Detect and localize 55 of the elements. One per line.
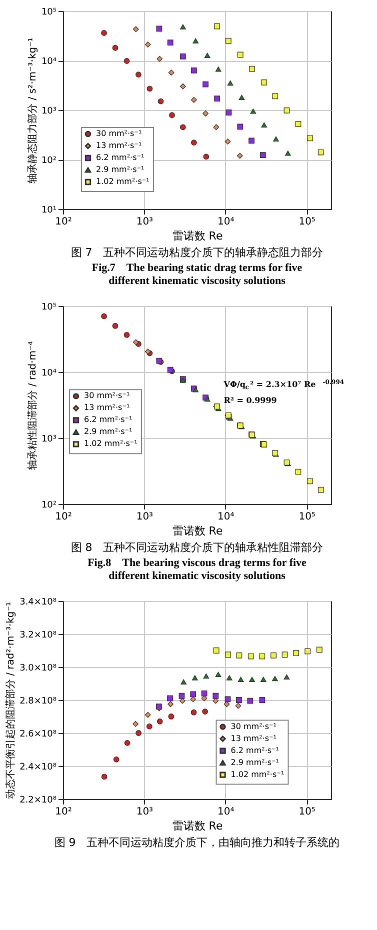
y-tick-label: 10³ <box>41 434 57 444</box>
y-tick-label: 3.4×10⁸ <box>20 598 57 608</box>
x-tick-label: 10⁴ <box>218 806 234 818</box>
y-tick-label: 10⁴ <box>41 368 57 378</box>
legend-label: 30 mm²·s⁻¹ <box>230 722 276 731</box>
annotation: R² = 0.9999 <box>224 395 278 406</box>
y-axis-title: 轴承静态阻力部分 / s²·m⁻³·kg⁻¹ <box>26 38 38 184</box>
x-axis-title: 雷诺数 Re <box>172 230 223 242</box>
x-tick-label: 10⁴ <box>218 512 234 522</box>
y-axis-title: 轴承粘性阻滞部分 / rad·m⁻⁴ <box>26 341 38 470</box>
legend-label: 13 mm²·s⁻¹ <box>96 141 142 150</box>
legend-label: 13 mm²·s⁻¹ <box>84 403 130 412</box>
legend-label: 1.02 mm²·s⁻¹ <box>84 439 138 448</box>
x-tick-label: 10² <box>55 806 72 818</box>
text: 图 9 五种不同运动粘度介质下，由轴向推力和转子系统的 <box>54 836 340 849</box>
y-tick-label: 10⁵ <box>41 302 57 312</box>
y-tick-label: 10² <box>41 156 57 166</box>
y-tick-label: 2.2×10⁸ <box>20 796 57 806</box>
legend-label: 2.9 mm²·s⁻¹ <box>84 427 132 436</box>
legend-label: 2.9 mm²·s⁻¹ <box>230 758 279 767</box>
x-tick-label: 10⁵ <box>298 806 316 818</box>
legend-label: 6.2 mm²·s⁻¹ <box>230 746 279 755</box>
y-tick-label: 3.0×10⁸ <box>20 664 57 674</box>
text: 图 8 五种不同运动粘度介质下的轴承粘性阻滞部分 <box>70 541 324 554</box>
y-tick-label: 2.8×10⁸ <box>20 696 57 706</box>
y-tick-label: 10¹ <box>41 206 57 216</box>
x-axis-title: 雷诺数 Re <box>172 524 223 538</box>
x-tick-label: 10³ <box>136 216 154 228</box>
legend-label: 30 mm²·s⁻¹ <box>84 391 130 400</box>
text: Fig.8 The bearing viscous drag terms for five different kinematic viscosity solutions <box>88 557 307 582</box>
x-tick-label: 10² <box>55 512 72 522</box>
y-tick-label: 10⁴ <box>41 57 57 67</box>
x-tick-label: 10⁵ <box>298 216 316 228</box>
legend-label: 13 mm²·s⁻¹ <box>230 734 276 743</box>
legend-label: 30 mm²·s⁻¹ <box>96 129 142 138</box>
y-tick-label: 10² <box>41 500 57 510</box>
legend-label: 2.9 mm²·s⁻¹ <box>96 165 144 174</box>
y-tick-label: 2.4×10⁸ <box>20 762 57 772</box>
text: 图 7 五种不同运动粘度介质下的轴承静态阻力部分 <box>70 246 324 259</box>
x-tick-label: 10⁵ <box>298 512 316 522</box>
legend-label: 1.02 mm²·s⁻¹ <box>96 177 150 186</box>
x-axis-title: 雷诺数 Re <box>172 820 223 832</box>
y-tick-label: 10³ <box>41 106 57 116</box>
x-tick-label: 10² <box>55 216 72 228</box>
x-tick-label: 10⁴ <box>218 216 234 228</box>
x-tick-label: 10³ <box>136 512 154 522</box>
y-tick-label: 2.6×10⁸ <box>20 730 57 740</box>
y-axis-title: 动态不平衡引起的阻滞部分 / rad²·m⁻³·kg⁻¹ <box>4 602 17 800</box>
legend-label: 1.02 mm²·s⁻¹ <box>230 770 284 779</box>
x-tick-label: 10³ <box>136 806 154 818</box>
y-tick-label: 10⁵ <box>41 8 57 18</box>
text: Fig.7 The bearing static drag terms for five different kinematic viscosity solutions <box>92 262 302 287</box>
legend-label: 6.2 mm²·s⁻¹ <box>96 153 144 162</box>
legend-label: 6.2 mm²·s⁻¹ <box>84 415 132 424</box>
y-tick-label: 3.2×10⁸ <box>20 630 57 640</box>
